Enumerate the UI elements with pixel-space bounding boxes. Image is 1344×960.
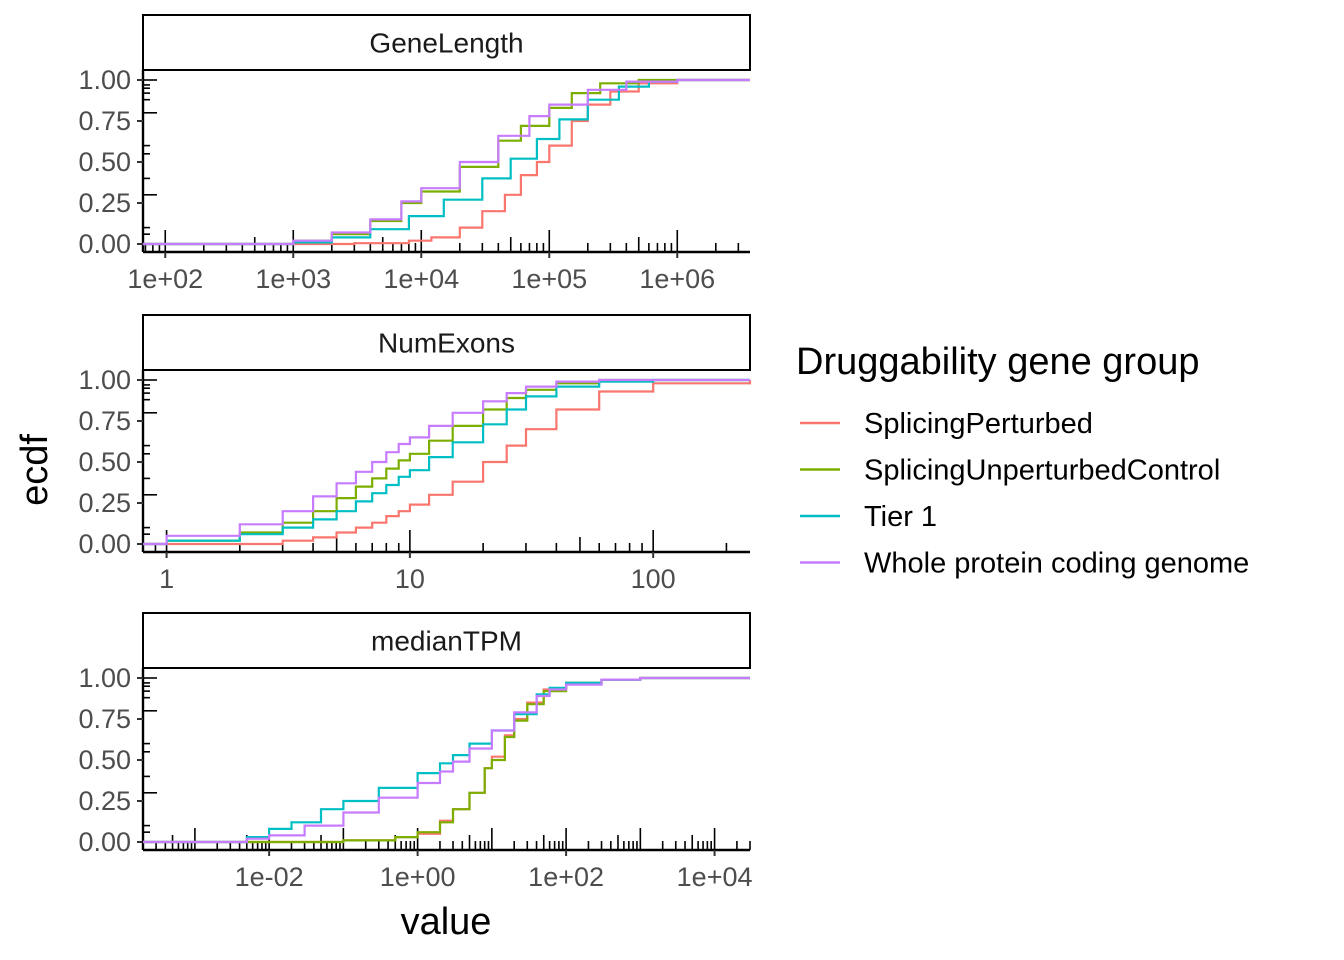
panel-strip [142,314,751,371]
y-tick-label: 1.00 [78,365,131,395]
series-line-3 [143,378,750,546]
panel-medianTPM: medianTPM 0.00 0.25 0.50 0.75 1.00 1e-02 1e+00 1… [78,612,753,892]
x-tick-label: 10 [395,564,425,594]
panel-strip [142,612,751,669]
y-tick-label: 0.00 [78,229,131,259]
y-axis-title: ecdf [14,434,56,506]
y-tick-label: 0.75 [78,704,131,734]
y-tick-label: 0.50 [78,745,131,775]
series-line-0 [143,78,750,246]
series-line-2 [143,378,750,546]
legend: Druggability gene group SplicingPerturbe… [796,341,1249,580]
x-axis-title: value [401,901,492,943]
y-tick-label: 0.50 [78,447,131,477]
x-tick-label: 1e+00 [380,862,456,892]
series-line-0 [143,676,750,844]
x-tick-label: 1e-02 [235,862,304,892]
y-tick-label: 0.75 [78,406,131,436]
x-tick-label: 1e+06 [639,264,715,294]
x-tick-label: 1e+03 [255,264,331,294]
x-tick-label: 1e+04 [677,862,753,892]
panel-strip-label: NumExons [378,328,515,359]
y-tick-label: 0.50 [78,147,131,177]
x-tick-label: 1e+05 [511,264,587,294]
series-line-1 [143,78,750,246]
legend-label: SplicingPerturbed [864,408,1093,440]
legend-label: SplicingUnperturbedControl [864,455,1220,487]
series-line-3 [143,676,750,844]
panel-strip [142,14,751,71]
series-line-1 [143,378,750,546]
series-line-2 [143,78,750,246]
panel-strip-label: GeneLength [369,28,523,59]
x-tick-label: 1e+02 [127,264,203,294]
panel-strip-label: medianTPM [371,626,522,657]
y-tick-label: 0.75 [78,106,131,136]
y-tick-label: 0.25 [78,488,131,518]
series-line-0 [143,380,752,546]
panel-GeneLength: GeneLength 0.00 0.25 0.50 0.75 1.00 1e+02 1e+03… [78,14,751,294]
x-tick-label: 1e+04 [383,264,459,294]
y-tick-label: 1.00 [78,65,131,95]
series-line-2 [143,676,750,844]
series-line-3 [143,78,750,246]
panel-NumExons: NumExons 0.00 0.25 0.50 0.75 1.00 1 10 100 [78,314,752,594]
series-line-1 [143,676,750,844]
x-tick-label: 1 [159,564,174,594]
y-tick-label: 0.00 [78,529,131,559]
x-tick-label: 1e+02 [528,862,604,892]
y-tick-label: 0.25 [78,786,131,816]
y-tick-label: 0.25 [78,188,131,218]
y-tick-label: 0.00 [78,827,131,857]
y-tick-label: 1.00 [78,663,131,693]
legend-label: Whole protein coding genome [864,548,1249,580]
legend-label: Tier 1 [864,501,937,533]
x-tick-label: 100 [631,564,676,594]
legend-title: Druggability gene group [796,341,1200,383]
